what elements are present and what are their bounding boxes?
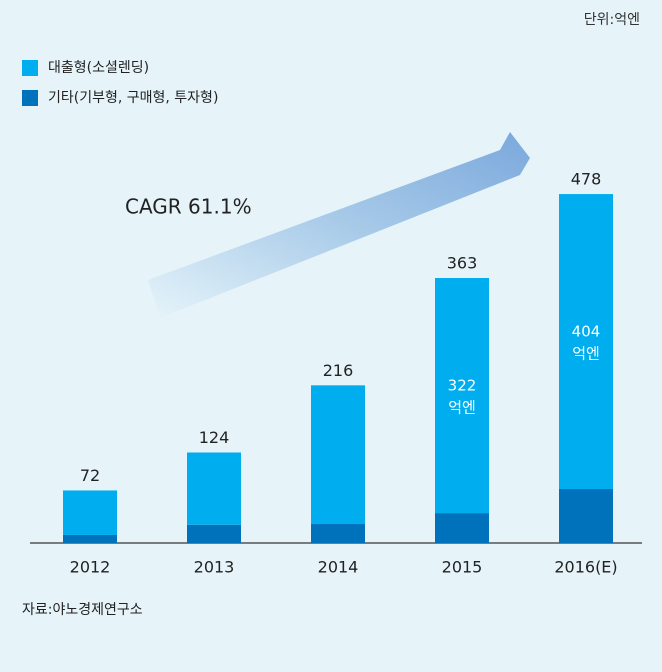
bar-segment <box>63 534 117 543</box>
legend-label: 기타(기부형, 구매형, 투자형) <box>48 90 218 106</box>
x-tick-label: 2015 <box>442 558 483 577</box>
growth-arrow <box>148 132 530 318</box>
x-tick-label: 2012 <box>70 558 111 577</box>
x-tick-label: 2014 <box>318 558 359 577</box>
bar-segment <box>63 490 117 535</box>
legend-swatch <box>22 60 38 76</box>
bar-segment <box>435 513 489 543</box>
total-label: 216 <box>323 361 354 380</box>
total-label: 363 <box>447 254 478 273</box>
legend-swatch <box>22 90 38 106</box>
source: 자료:야노경제연구소 <box>22 602 143 618</box>
bar-segment <box>187 452 241 525</box>
x-tick-label: 2013 <box>194 558 235 577</box>
total-label: 124 <box>199 428 230 447</box>
value-label: 404 억엔 <box>572 322 601 362</box>
cagr-annotation: CAGR 61.1% <box>125 195 252 219</box>
bar-segment <box>559 194 613 489</box>
bar-segment <box>311 385 365 525</box>
legend-label: 대출형(소셜렌딩) <box>48 60 149 76</box>
bar-segment <box>435 278 489 514</box>
value-label: 322 억엔 <box>448 376 477 416</box>
unit-note: 단위:억엔 <box>584 12 640 28</box>
total-label: 72 <box>80 466 100 485</box>
x-tick-label: 2016(E) <box>554 558 617 577</box>
total-label: 478 <box>571 170 602 189</box>
bar-segment <box>187 524 241 543</box>
bar-segment <box>559 488 613 543</box>
bar-segment <box>311 524 365 543</box>
